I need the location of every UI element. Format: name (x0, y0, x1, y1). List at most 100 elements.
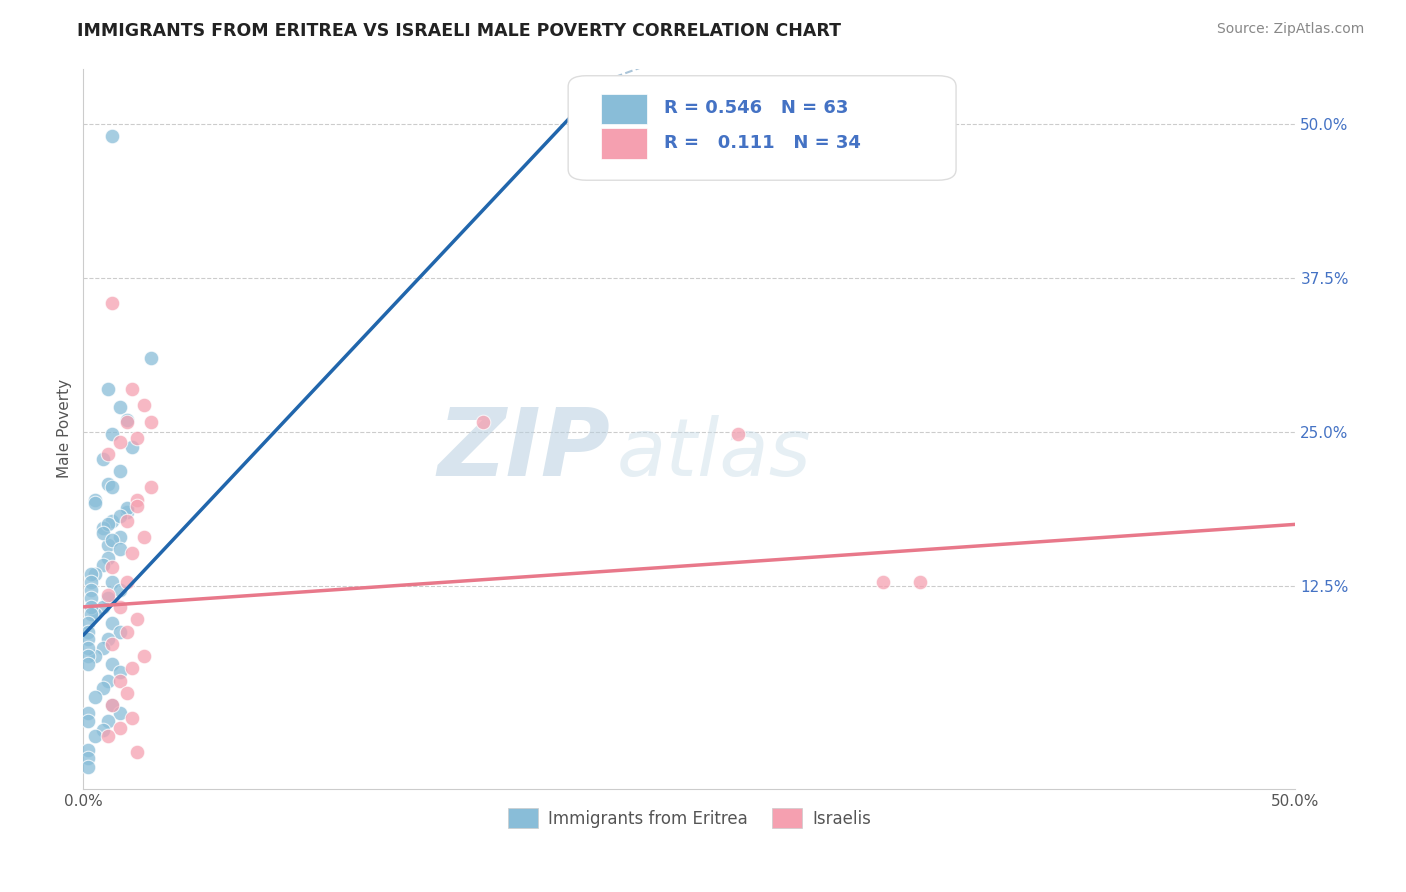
Text: R =   0.111   N = 34: R = 0.111 N = 34 (664, 134, 860, 152)
Point (108, 665, 131, 680)
Point (115, 415, 138, 429)
Point (115, 575, 138, 590)
Point (96, 591, 118, 606)
Point (77, 714, 100, 729)
Point (125, 431, 148, 445)
Point (101, 514, 124, 528)
FancyBboxPatch shape (600, 128, 647, 159)
Point (91, 452, 114, 467)
Point (77, 743, 100, 757)
Point (115, 501, 138, 516)
Point (96, 447, 118, 461)
Point (77, 632, 100, 646)
Point (77, 649, 100, 664)
Text: R = 0.546   N = 63: R = 0.546 N = 63 (664, 99, 848, 117)
Point (108, 464, 131, 478)
Point (108, 434, 131, 449)
Point (84, 492, 107, 507)
Point (79, 575, 101, 590)
Point (125, 745, 148, 759)
Point (79, 582, 101, 597)
Point (115, 412, 138, 426)
Point (121, 661, 143, 675)
Point (125, 499, 148, 513)
Point (77, 615, 100, 630)
Point (91, 723, 114, 737)
Point (84, 729, 107, 743)
Point (79, 566, 101, 581)
Point (96, 382, 118, 396)
Point (101, 295, 124, 310)
Point (727, 427, 749, 442)
Point (132, 649, 155, 664)
Point (77, 760, 100, 774)
Point (79, 599, 101, 614)
Point (141, 480, 163, 494)
Point (101, 533, 124, 548)
FancyBboxPatch shape (600, 94, 647, 124)
Point (101, 615, 124, 630)
Point (101, 560, 124, 574)
Point (77, 640, 100, 655)
Point (108, 673, 131, 688)
Point (101, 575, 124, 590)
Point (101, 129, 124, 144)
Point (101, 427, 124, 442)
Point (101, 637, 124, 651)
Text: Source: ZipAtlas.com: Source: ZipAtlas.com (1216, 22, 1364, 37)
Point (79, 607, 101, 622)
Point (121, 711, 143, 725)
Point (108, 541, 131, 556)
Point (141, 415, 163, 429)
Point (472, 415, 495, 429)
Point (115, 624, 138, 639)
Point (115, 686, 138, 700)
Point (101, 698, 124, 713)
Point (125, 492, 148, 507)
Point (96, 729, 118, 743)
Point (108, 401, 131, 415)
Point (96, 714, 118, 729)
Point (108, 624, 131, 639)
Point (872, 575, 894, 590)
Point (84, 607, 107, 622)
Point (115, 505, 138, 519)
Y-axis label: Male Poverty: Male Poverty (58, 379, 72, 478)
Point (77, 751, 100, 765)
Point (91, 526, 114, 541)
Point (96, 550, 118, 565)
Point (91, 521, 114, 535)
Legend: Immigrants from Eritrea, Israelis: Immigrants from Eritrea, Israelis (501, 801, 877, 835)
Point (101, 698, 124, 713)
Point (121, 546, 143, 560)
Point (96, 476, 118, 491)
Point (96, 673, 118, 688)
Point (108, 599, 131, 614)
Point (84, 690, 107, 704)
Point (96, 538, 118, 552)
Point (108, 582, 131, 597)
Point (77, 657, 100, 671)
Point (91, 599, 114, 614)
Point (115, 514, 138, 528)
Point (121, 382, 143, 396)
Point (77, 706, 100, 720)
Point (101, 480, 124, 494)
Point (96, 632, 118, 646)
Point (91, 558, 114, 572)
Point (77, 624, 100, 639)
Point (121, 440, 143, 454)
Point (125, 612, 148, 626)
Point (108, 530, 131, 544)
Point (108, 508, 131, 523)
Point (908, 575, 931, 590)
Text: atlas: atlas (617, 415, 811, 493)
Point (132, 398, 155, 412)
Text: ZIP: ZIP (437, 404, 610, 497)
FancyBboxPatch shape (568, 76, 956, 180)
Point (101, 657, 124, 671)
Point (132, 530, 155, 544)
Point (84, 566, 107, 581)
Point (84, 496, 107, 510)
Point (108, 706, 131, 720)
